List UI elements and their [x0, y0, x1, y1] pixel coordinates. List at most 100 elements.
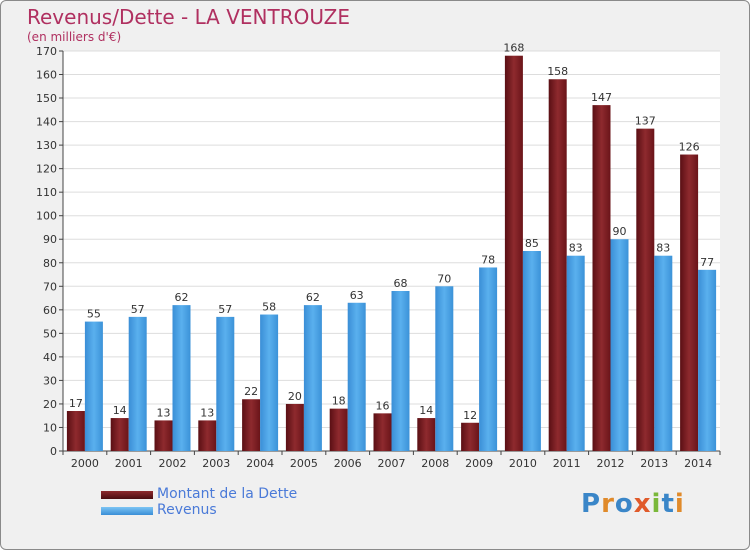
bar-dette — [66, 411, 85, 451]
bar-dette — [110, 418, 129, 451]
bar-dette — [154, 420, 173, 451]
bar-dette — [329, 408, 348, 451]
value-label-dette: 20 — [288, 390, 302, 403]
x-tick-label: 2007 — [378, 457, 406, 470]
value-label-revenus: 83 — [569, 242, 583, 255]
bar-revenus — [216, 316, 235, 451]
x-tick-label: 2003 — [202, 457, 230, 470]
y-tick-label: 80 — [43, 257, 57, 270]
x-tick-label: 2005 — [290, 457, 318, 470]
y-tick-label: 50 — [43, 327, 57, 340]
value-label-revenus: 62 — [175, 291, 189, 304]
y-tick-label: 0 — [50, 445, 57, 458]
value-label-dette: 14 — [419, 404, 433, 417]
value-label-revenus: 90 — [613, 225, 627, 238]
value-label-dette: 158 — [547, 65, 568, 78]
logo-letter: x — [633, 489, 652, 519]
value-label-revenus: 70 — [437, 272, 451, 285]
value-label-dette: 126 — [679, 141, 700, 154]
bar-revenus — [260, 314, 279, 451]
legend-swatch-revenus — [101, 507, 153, 515]
logo-letter: i — [674, 489, 685, 519]
y-tick-label: 170 — [36, 45, 57, 58]
logo-letter: P — [581, 489, 602, 519]
bar-dette — [636, 128, 655, 451]
value-label-revenus: 63 — [350, 289, 364, 302]
value-label-revenus: 58 — [262, 301, 276, 314]
bar-revenus — [172, 305, 191, 451]
x-tick-label: 2001 — [115, 457, 143, 470]
bar-revenus — [391, 291, 410, 451]
value-label-revenus: 57 — [131, 303, 145, 316]
y-tick-label: 120 — [36, 163, 57, 176]
value-label-dette: 17 — [69, 397, 83, 410]
y-tick-label: 60 — [43, 304, 57, 317]
x-tick-label: 2008 — [421, 457, 449, 470]
value-label-dette: 18 — [332, 395, 346, 408]
value-label-dette: 147 — [591, 91, 612, 104]
logo-letter: t — [661, 489, 675, 519]
x-tick-label: 2000 — [71, 457, 99, 470]
y-tick-label: 10 — [43, 421, 57, 434]
bar-revenus — [610, 239, 629, 451]
value-label-dette: 13 — [200, 406, 214, 419]
y-tick-label: 150 — [36, 92, 57, 105]
bar-dette — [417, 418, 436, 451]
bar-revenus — [566, 255, 585, 451]
x-tick-label: 2002 — [159, 457, 187, 470]
value-label-revenus: 55 — [87, 308, 101, 321]
value-label-dette: 14 — [113, 404, 127, 417]
y-tick-label: 130 — [36, 139, 57, 152]
bar-revenus — [347, 302, 366, 451]
y-tick-label: 30 — [43, 374, 57, 387]
bar-revenus — [479, 267, 498, 451]
legend-label-revenus: Revenus — [157, 502, 217, 518]
x-tick-label: 2013 — [640, 457, 668, 470]
bar-revenus — [128, 316, 147, 451]
bar-dette — [373, 413, 392, 451]
bar-dette — [285, 403, 304, 451]
bar-dette — [548, 79, 567, 451]
bar-dette — [461, 422, 480, 451]
bar-dette — [242, 399, 261, 451]
bar-revenus — [654, 255, 673, 451]
proxiti-logo: Proxiti — [581, 489, 685, 519]
y-tick-label: 20 — [43, 398, 57, 411]
bar-dette — [504, 55, 523, 452]
chart-title: Revenus/Dette - LA VENTROUZE — [27, 5, 350, 29]
logo-letter: r — [601, 489, 615, 519]
logo-letter: o — [614, 489, 634, 519]
y-tick-label: 160 — [36, 69, 57, 82]
value-label-revenus: 78 — [481, 253, 495, 266]
x-tick-label: 2009 — [465, 457, 493, 470]
bar-dette — [680, 154, 699, 451]
bar-revenus — [522, 251, 541, 451]
value-label-revenus: 62 — [306, 291, 320, 304]
y-tick-label: 110 — [36, 186, 57, 199]
x-tick-label: 2006 — [334, 457, 362, 470]
y-tick-label: 140 — [36, 116, 57, 129]
value-label-dette: 12 — [463, 409, 477, 422]
value-label-revenus: 68 — [394, 277, 408, 290]
y-tick-label: 100 — [36, 210, 57, 223]
bar-revenus — [303, 305, 322, 451]
value-label-dette: 22 — [244, 385, 258, 398]
legend-label-dette: Montant de la Dette — [157, 486, 298, 502]
bar-dette — [198, 420, 217, 451]
y-tick-label: 40 — [43, 351, 57, 364]
bar-dette — [592, 105, 611, 451]
y-tick-label: 90 — [43, 233, 57, 246]
chart-subtitle: (en milliers d'€) — [27, 30, 122, 44]
value-label-revenus: 83 — [656, 242, 670, 255]
value-label-dette: 168 — [503, 42, 524, 55]
legend-swatch-dette — [101, 491, 153, 499]
value-label-revenus: 85 — [525, 237, 539, 250]
bar-revenus — [698, 269, 717, 451]
x-tick-label: 2010 — [509, 457, 537, 470]
y-tick-label: 70 — [43, 280, 57, 293]
value-label-dette: 137 — [635, 115, 656, 128]
bar-revenus — [435, 286, 454, 451]
x-tick-label: 2014 — [684, 457, 712, 470]
